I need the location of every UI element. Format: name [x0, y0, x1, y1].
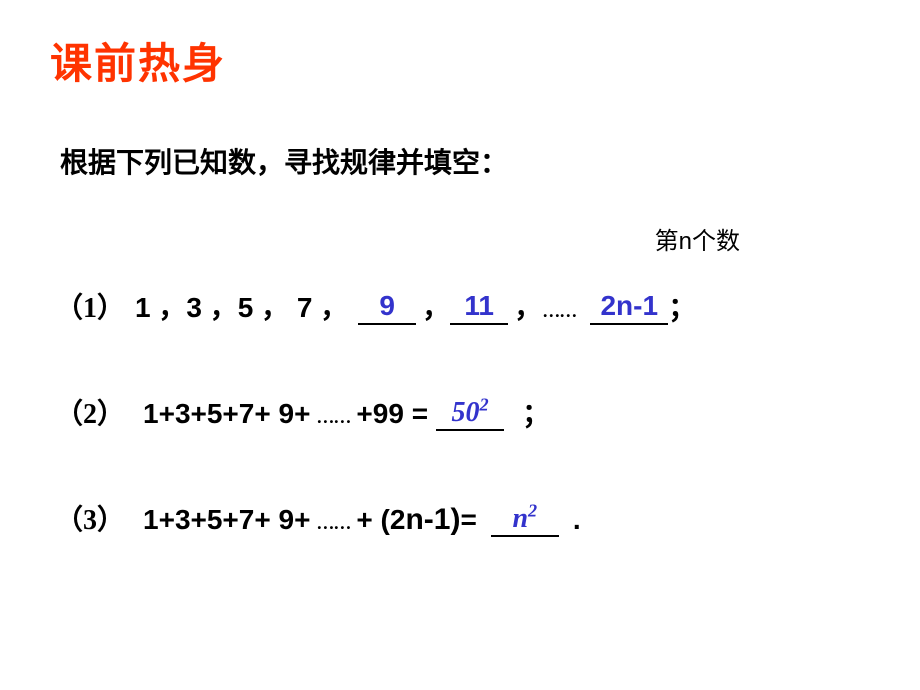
problem-3: （3） 1+3+5+7+ 9+ …… + (2n-1) = n2 . [50, 498, 870, 539]
q2-expr-suffix: +99 = [356, 398, 428, 430]
q3-expr-n: n-1) [405, 503, 460, 537]
q2-ans-base: 50 [452, 397, 480, 428]
nth-column-label: 第n个数 [50, 221, 870, 256]
q1-sep1: ， [422, 286, 450, 326]
q1-blank-3: 2n-1 [590, 290, 668, 325]
q2-answer: 502 [452, 397, 489, 428]
q3-blank: n2 [491, 501, 559, 537]
q2-suffix: ； [522, 392, 550, 432]
q3-expr-eq: = [460, 504, 476, 536]
q3-dots: …… [316, 513, 350, 534]
q2-dots: …… [316, 407, 350, 428]
q1-blank-1: 9 [358, 290, 416, 325]
q1-sequence: 1 ，3 ，5 ， 7 ， [135, 286, 348, 326]
q3-expr-mid: + (2 [356, 504, 405, 536]
instruction-text: 根据下列已知数，寻找规律并填空： [50, 141, 870, 181]
q1-answer-1: 9 [379, 290, 395, 321]
slide-title: 课前热身 [50, 30, 870, 91]
problem-1: （1） 1 ，3 ，5 ， 7 ， 9 ， 11 ， …… 2n-1 ； [50, 286, 870, 327]
q2-ans-exp: 2 [480, 395, 489, 415]
q1-sep2: ， [514, 286, 542, 326]
q2-label: （2） [55, 392, 125, 432]
q3-suffix: . [573, 504, 581, 536]
q2-expr-prefix: 1+3+5+7+ 9+ [143, 398, 310, 430]
q1-label: （1） [55, 286, 125, 326]
q2-blank: 502 [436, 395, 504, 431]
problem-2: （2） 1+3+5+7+ 9+ …… +99 = 502 ； [50, 392, 870, 433]
q3-ans-exp: 2 [528, 501, 537, 521]
slide: 课前热身 根据下列已知数，寻找规律并填空： 第n个数 （1） 1 ，3 ，5 ，… [0, 0, 920, 690]
q1-dots: …… [542, 301, 576, 322]
q1-answer-3: 2n-1 [600, 290, 658, 321]
q3-label: （3） [55, 498, 125, 538]
q1-suffix: ； [668, 286, 696, 326]
q1-blank-2: 11 [450, 290, 508, 325]
q3-ans-base: n [512, 503, 528, 534]
q1-answer-2: 11 [464, 290, 494, 321]
q3-expr-prefix: 1+3+5+7+ 9+ [143, 504, 310, 536]
q3-answer: n2 [512, 503, 537, 534]
